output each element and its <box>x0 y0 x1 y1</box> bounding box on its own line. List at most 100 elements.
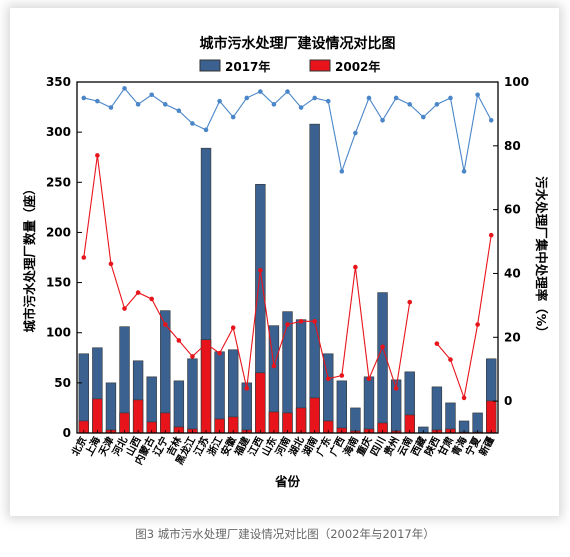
chart-title: 城市污水处理厂建设情况对比图 <box>200 35 396 52</box>
y-tick-label: 100 <box>46 326 71 340</box>
bar-2017 <box>309 123 320 434</box>
y-tick-label: 250 <box>46 175 71 189</box>
bar-2017 <box>363 376 375 434</box>
point-rate-2017 <box>353 130 358 136</box>
legend-label-2017: 2017年 <box>225 59 270 74</box>
point-rate-2002 <box>258 267 263 273</box>
point-rate-2002 <box>176 338 182 343</box>
point-rate-2002 <box>380 344 385 350</box>
point-rate-2017 <box>461 169 467 174</box>
point-rate-2002 <box>339 373 345 378</box>
point-rate-2002 <box>122 306 127 311</box>
y-tick-label: 150 <box>46 276 71 290</box>
line-rate-2002 <box>436 235 492 401</box>
point-rate-2002 <box>271 363 277 369</box>
y2-tick-label: 0 <box>504 394 512 408</box>
point-rate-2017 <box>108 105 114 110</box>
point-rate-2002 <box>135 290 141 295</box>
point-rate-2017 <box>339 169 345 174</box>
point-rate-2017 <box>149 92 154 98</box>
bar-2002 <box>486 400 497 434</box>
bar-2002 <box>268 411 280 434</box>
y-tick-label: 50 <box>54 376 71 390</box>
point-rate-2002 <box>81 255 87 260</box>
point-rate-2002 <box>366 376 372 382</box>
point-rate-2017 <box>407 102 413 107</box>
point-rate-2017 <box>475 92 480 98</box>
legend-label-2002: 2002年 <box>335 59 380 74</box>
bar-2017 <box>173 380 185 434</box>
point-rate-2002 <box>488 232 494 238</box>
point-rate-2017 <box>312 95 317 101</box>
point-rate-2002 <box>461 395 467 401</box>
point-rate-2002 <box>298 319 304 324</box>
point-rate-2017 <box>95 98 100 104</box>
point-rate-2017 <box>230 114 236 120</box>
point-rate-2017 <box>135 102 141 107</box>
chart-canvas: 城市污水处理厂建设情况对比图 2017年 2002年 0501001502002… <box>22 35 549 489</box>
bar-2002 <box>309 397 320 434</box>
point-rate-2017 <box>81 95 87 101</box>
point-rate-2017 <box>190 121 195 126</box>
point-rate-2002 <box>217 350 222 356</box>
bar-2017 <box>336 380 348 434</box>
point-rate-2017 <box>122 86 127 91</box>
bar-2017 <box>350 407 361 434</box>
point-rate-2002 <box>190 354 195 359</box>
bar-2002 <box>255 372 266 434</box>
point-rate-2002 <box>353 264 358 270</box>
y2-axis-title: 污水处理厂集中处理率（%） <box>534 176 549 339</box>
point-rate-2002 <box>95 153 100 158</box>
point-rate-2017 <box>285 89 290 94</box>
bar-2002 <box>295 407 307 434</box>
point-rate-2002 <box>312 319 317 324</box>
y-axis-title: 城市污水处理厂数量（座） <box>22 182 37 332</box>
bar-2017 <box>472 412 483 434</box>
point-rate-2002 <box>285 322 290 327</box>
bar-2017 <box>445 402 456 434</box>
y-tick-label: 350 <box>46 75 71 89</box>
point-rate-2017 <box>434 102 440 107</box>
bar-2002 <box>119 412 130 434</box>
legend: 2017年 2002年 <box>199 59 380 74</box>
point-rate-2002 <box>475 322 480 327</box>
point-rate-2002 <box>108 261 114 267</box>
bar-2002 <box>160 412 171 434</box>
point-rate-2017 <box>488 117 494 123</box>
point-rate-2017 <box>366 95 372 101</box>
x-axis-title: 省份 <box>274 474 301 489</box>
point-rate-2002 <box>203 341 209 346</box>
legend-swatch-2017 <box>199 59 221 72</box>
point-rate-2002 <box>244 386 250 391</box>
point-rate-2017 <box>203 127 209 133</box>
y2-tick-label: 80 <box>504 139 521 153</box>
point-rate-2002 <box>448 357 453 362</box>
point-rate-2002 <box>434 341 440 346</box>
point-rate-2002 <box>162 322 168 327</box>
bar-2017 <box>187 358 198 434</box>
point-rate-2017 <box>298 105 304 110</box>
point-rate-2017 <box>244 95 250 101</box>
bar-2017 <box>377 292 388 434</box>
y2-tick-label: 40 <box>504 266 521 280</box>
point-rate-2002 <box>325 376 331 382</box>
figure-caption: 图3 城市污水处理厂建设情况对比图（2002年与2017年） <box>135 527 435 541</box>
y2-tick-label: 20 <box>504 330 521 344</box>
bar-2002 <box>200 339 212 434</box>
line-rate-2017 <box>83 87 492 174</box>
bar-2002 <box>132 399 144 434</box>
point-rate-2002 <box>407 299 413 305</box>
line-rate-2002 <box>83 155 411 389</box>
bar-2017 <box>431 386 443 434</box>
y-tick-label: 0 <box>63 426 71 440</box>
point-rate-2017 <box>421 114 426 120</box>
legend-swatch-2002 <box>309 59 331 72</box>
bar-2017 <box>105 382 117 434</box>
point-rate-2017 <box>258 89 263 94</box>
point-rate-2017 <box>325 98 331 104</box>
point-rate-2017 <box>380 117 385 123</box>
y2-tick-label: 100 <box>504 75 529 89</box>
point-rate-2017 <box>162 102 168 107</box>
plot-area: 050100150200250300350020406080100北京上海天津河… <box>46 75 529 467</box>
y-tick-label: 200 <box>46 225 71 239</box>
